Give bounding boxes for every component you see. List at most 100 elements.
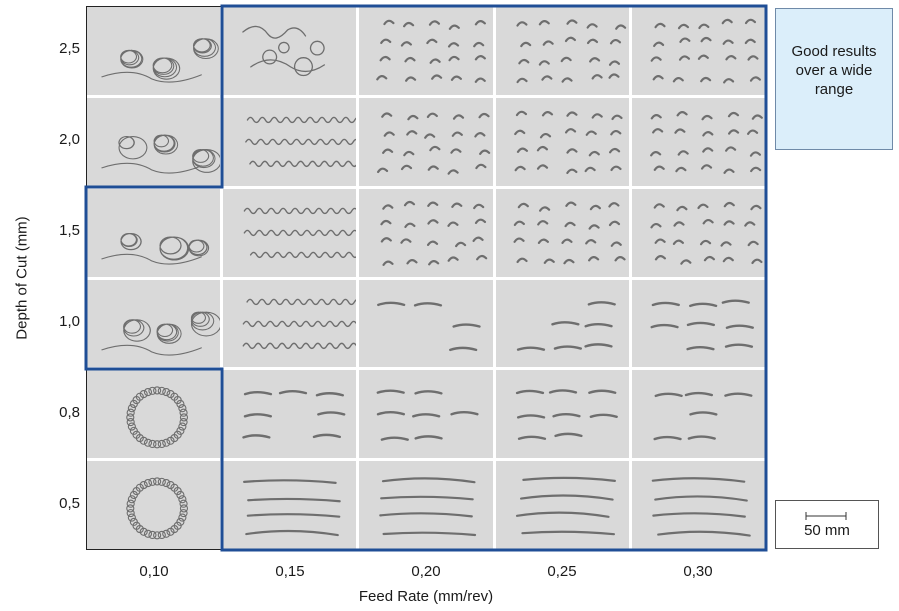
legend-line: over a wide (795, 62, 873, 79)
chip-photo-cell (359, 7, 493, 95)
y-tick-label: 0,5 (59, 495, 80, 512)
chip-photo-cell (495, 279, 629, 368)
chip-photo (515, 389, 618, 441)
chip-photo (101, 311, 221, 356)
chip-photo (651, 477, 751, 537)
chip-sketch (649, 110, 763, 174)
chip-photo (379, 477, 477, 537)
x-tick-label: 0,10 (139, 563, 169, 580)
chip-photo (649, 110, 763, 174)
chip-sketch (377, 112, 491, 175)
scale-bar (805, 512, 847, 520)
chip-sketch (515, 476, 616, 536)
chip-sketch (377, 301, 482, 351)
chip-sketch (101, 311, 221, 356)
chip-photo-cell (495, 461, 629, 549)
chip-sketch (513, 110, 623, 174)
chip-photo-cell (495, 7, 629, 95)
chip-photo (650, 298, 754, 350)
chip-sketch (245, 116, 357, 167)
chip-sketch (242, 25, 326, 77)
y-tick-label: 1,0 (59, 313, 80, 330)
chip-photo-cell (631, 188, 765, 277)
chip-photo (243, 479, 341, 537)
chip-sketch (242, 390, 346, 439)
chip-photo (513, 201, 626, 265)
chip-sketch (650, 298, 754, 350)
chip-sketch (101, 38, 219, 83)
chip-sketch (515, 19, 626, 84)
chip-sketch (513, 201, 626, 265)
x-tick-label: 0,15 (275, 563, 305, 580)
chip-photo (101, 38, 219, 83)
x-axis-title: Feed Rate (mm/rev) (358, 588, 494, 605)
chip-photo (650, 18, 761, 84)
chip-photo (650, 201, 763, 265)
chip-photo-cell (359, 370, 493, 459)
chip-photo (380, 200, 488, 266)
chip-photo (513, 110, 623, 174)
chip-sketch (653, 392, 753, 441)
chip-sketch (650, 201, 763, 265)
legend-line: range (814, 81, 854, 98)
chip-sketch (650, 18, 761, 84)
chip-photo (242, 390, 346, 439)
y-axis-title: Depth of Cut (mm) (13, 216, 31, 340)
chip-photo (377, 301, 482, 351)
chip-photo-cell (223, 188, 357, 277)
chip-photo-cell (359, 279, 493, 368)
chip-sketch (126, 477, 188, 540)
chip-photo-cell (359, 97, 493, 186)
x-tick-label: 0,25 (547, 563, 577, 580)
chip-photo-cell (87, 188, 221, 277)
x-tick-label: 0,20 (411, 563, 441, 580)
chip-photo-grid (86, 6, 766, 550)
chip-photo-cell (223, 461, 357, 549)
chip-photo-cell (495, 188, 629, 277)
chip-sketch (126, 386, 188, 449)
chip-sketch (380, 200, 488, 266)
chip-sketch (243, 207, 357, 258)
chip-sketch (242, 298, 357, 349)
chip-photo-cell (631, 7, 765, 95)
chip-photo (101, 134, 221, 174)
chip-sketch (101, 134, 221, 174)
y-tick-label: 0,8 (59, 404, 80, 421)
good-results-legend: Good results over a wide range (775, 8, 893, 150)
chip-photo-cell (87, 461, 221, 549)
chip-photo-cell (631, 461, 765, 549)
x-tick-label: 0,30 (683, 563, 713, 580)
chip-photo-cell (223, 279, 357, 368)
chip-photo (515, 476, 616, 536)
chip-sketch (651, 477, 751, 537)
chip-photo (126, 477, 188, 540)
chip-photo (376, 389, 479, 442)
chip-photo (243, 207, 357, 258)
chip-photo (101, 232, 210, 265)
chip-photo (515, 19, 626, 84)
chip-photo-cell (495, 370, 629, 459)
chip-sketch (243, 479, 341, 537)
chip-photo (242, 25, 326, 77)
chip-photo (245, 116, 357, 167)
chip-photo-cell (87, 279, 221, 368)
y-tick-label: 2,0 (59, 131, 80, 148)
chip-photo (242, 298, 357, 349)
chip-sketch (376, 389, 479, 442)
chip-photo-cell (631, 279, 765, 368)
scale-legend: 50 mm (775, 500, 879, 549)
chip-sketch (101, 232, 210, 265)
chip-photo-cell (495, 97, 629, 186)
chip-photo-cell (223, 370, 357, 459)
chip-photo (516, 300, 616, 351)
legend-line: Good results (791, 43, 877, 60)
chip-photo (376, 19, 487, 83)
chip-photo-cell (87, 370, 221, 459)
chip-photo-cell (87, 97, 221, 186)
chip-sketch (379, 477, 477, 537)
chip-sketch (515, 389, 618, 441)
chip-photo-cell (223, 7, 357, 95)
chip-photo-cell (631, 97, 765, 186)
chip-photo-cell (87, 7, 221, 95)
y-tick-label: 2,5 (59, 40, 80, 57)
